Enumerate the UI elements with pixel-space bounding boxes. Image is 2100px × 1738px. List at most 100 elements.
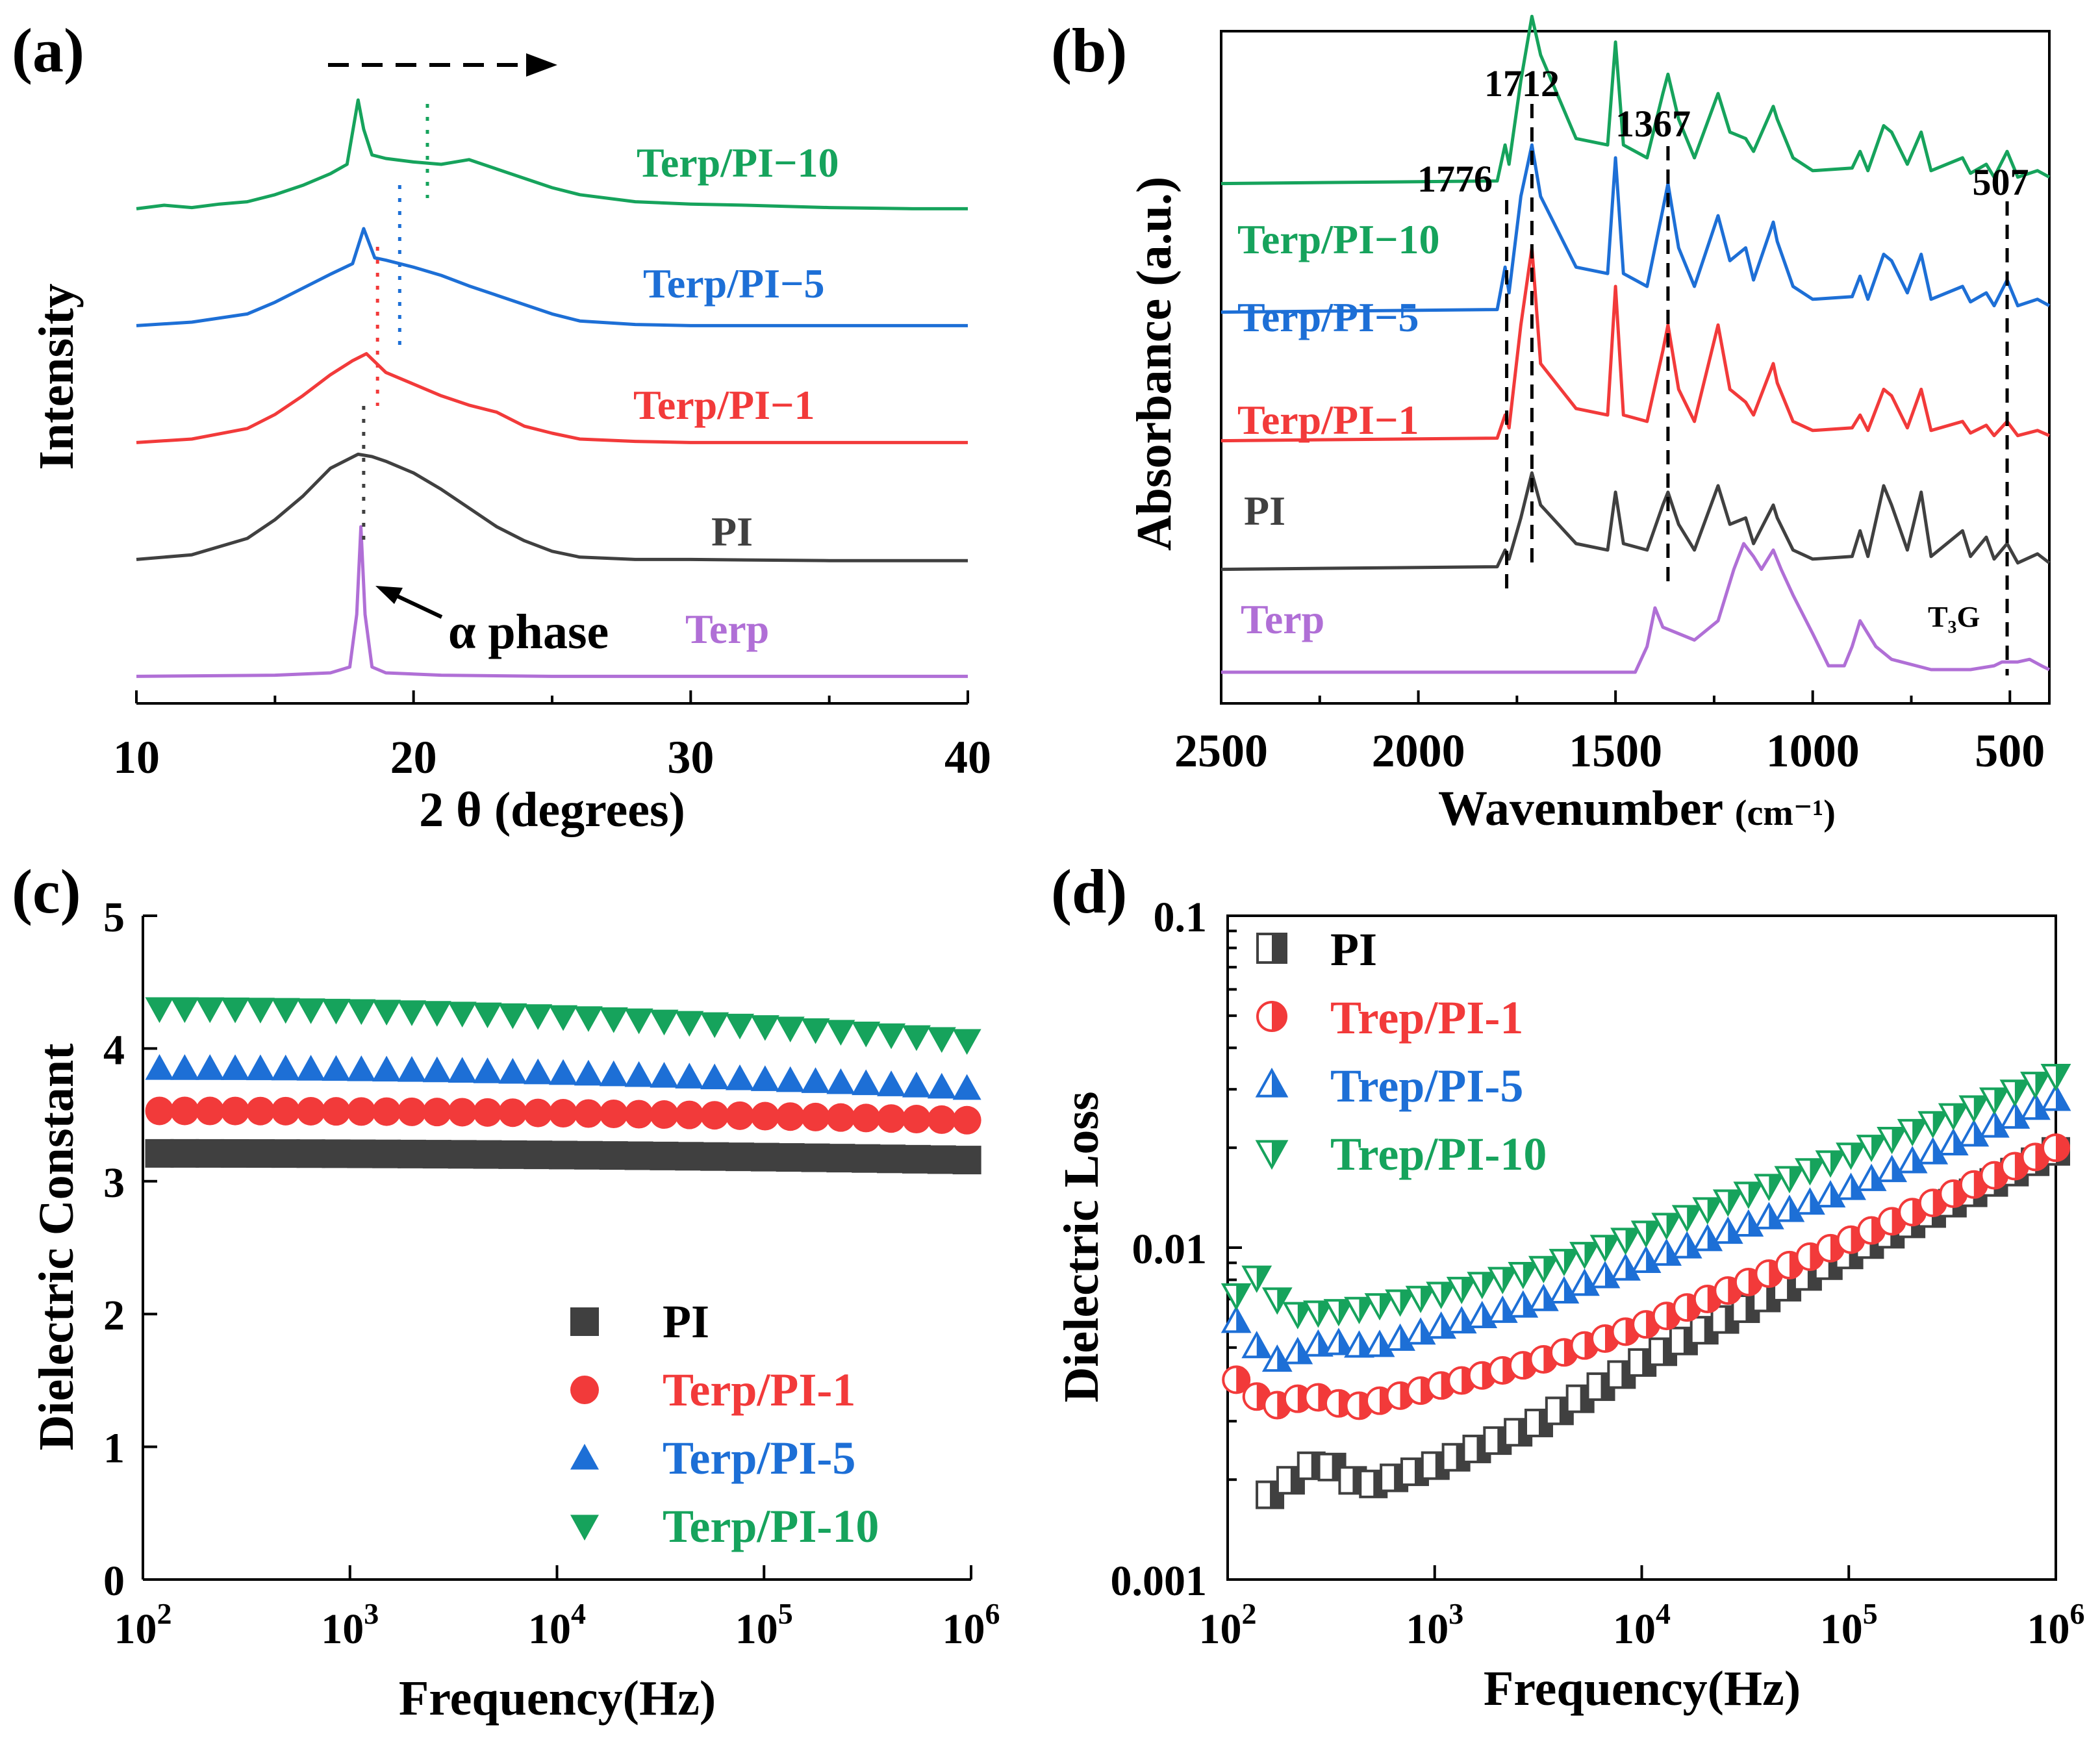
data-point-fill (1830, 1183, 1844, 1207)
data-point (498, 1140, 527, 1169)
legend-label-trep-pi-5: Trep/PI-5 (1330, 1060, 1523, 1112)
data-point (145, 1054, 174, 1080)
data-point-fill (1646, 1248, 1660, 1272)
legend-marker-trep-pi-5-fill (1272, 1070, 1286, 1096)
data-point (952, 1105, 981, 1135)
data-point-fill (1236, 1366, 1250, 1393)
data-point (675, 1142, 704, 1171)
data-point-fill (1789, 1197, 1803, 1221)
data-point (675, 1100, 704, 1129)
curve-terp-pi-5 (1221, 143, 2051, 314)
data-point-fill (2035, 1073, 2049, 1097)
data-point (473, 1098, 502, 1127)
panel-c-legend: PI Terp/PI-1 Terp/PI-5 Terp/PI-10 (570, 1296, 879, 1552)
series-terp-pi-1 (145, 1096, 981, 1135)
legend-label-terp-pi-5: Terp/PI-5 (663, 1432, 855, 1484)
legend-label-terp-pi-1: Terp/PI-1 (663, 1364, 855, 1416)
data-point-fill (1973, 1122, 1987, 1146)
legend-label-terp-pi-10: Terp/PI-10 (663, 1500, 879, 1552)
data-point (221, 1054, 250, 1080)
data-point-fill (1502, 1268, 1516, 1292)
data-point (650, 1100, 679, 1129)
data-point (397, 1056, 426, 1082)
data-point-fill (1338, 1330, 1352, 1354)
data-point-fill (1687, 1233, 1701, 1257)
data-point (271, 1054, 300, 1081)
series-pi (145, 1139, 981, 1175)
y-tick-label: 5 (103, 894, 125, 941)
data-point (877, 1144, 906, 1174)
data-point (599, 1007, 628, 1033)
data-point-fill (1871, 1136, 1885, 1160)
panel-b-y-label: Absorbance (a.u.) (1127, 177, 1182, 551)
data-point (624, 1061, 653, 1087)
series-label-pi: PI (711, 509, 753, 555)
data-point (448, 1057, 477, 1083)
data-point (826, 1144, 855, 1173)
series-terp-pi-10 (145, 997, 981, 1055)
panel-d-x-label: Frequency(Hz) (1484, 1661, 1801, 1716)
series-label-terp-pi-5: Terp/PI−5 (1237, 294, 1419, 340)
data-point (296, 1096, 325, 1126)
data-point-fill (1871, 1166, 1885, 1190)
panel-d-points (1221, 1064, 2071, 1509)
data-point (852, 1022, 881, 1048)
data-point-fill (1236, 1308, 1250, 1332)
data-point (422, 1001, 451, 1027)
panel-c-points (145, 997, 981, 1175)
panel-d-dielectric-loss: (d) 0.001 0.01 0.1 102 103 104 105 106 Frequenc… (1051, 857, 2085, 1716)
panel-c-x-label: Frequency(Hz) (399, 1671, 716, 1726)
data-point (347, 1055, 376, 1081)
curve-terp (1221, 542, 2051, 674)
data-point (498, 1057, 527, 1084)
data-point (145, 997, 174, 1024)
data-point (196, 997, 225, 1024)
panel-b-peak-labels: 1776 1712 1367 507 (1417, 62, 2029, 203)
data-point (852, 1103, 881, 1133)
data-point (296, 1139, 325, 1168)
data-point (675, 1063, 704, 1089)
x-tick-label: 20 (390, 731, 437, 783)
data-point (700, 1101, 729, 1130)
x-tick-label: 103 (321, 1597, 379, 1653)
data-point (524, 1058, 553, 1085)
panel-a-guides (362, 104, 429, 546)
data-point (725, 1142, 754, 1172)
data-point-fill (1666, 1214, 1680, 1238)
data-point (776, 1102, 805, 1131)
x-tick-label: 40 (944, 731, 991, 783)
data-point (498, 1098, 527, 1127)
data-point-fill (1584, 1243, 1598, 1267)
data-point-fill (1830, 1152, 1844, 1176)
data-point-fill (1523, 1263, 1536, 1287)
data-point (473, 1057, 502, 1083)
data-point (776, 1066, 805, 1092)
legend-marker-terp-pi-10 (570, 1515, 599, 1541)
t3g-label: T₃G (1928, 600, 1980, 633)
x-tick-label: 1500 (1569, 725, 1662, 777)
panel-b-guides (1505, 104, 2009, 675)
series-label-terp-pi-10: Terp/PI−10 (1237, 216, 1439, 262)
legend-marker-pi (570, 1307, 599, 1336)
data-point-fill (1400, 1326, 1413, 1350)
data-point (524, 1140, 553, 1170)
curve-terp (136, 525, 968, 678)
data-point (422, 1098, 451, 1127)
data-point (650, 1009, 679, 1036)
data-point-fill (1912, 1120, 1926, 1144)
curve-terp-pi-10 (1221, 14, 2051, 186)
data-point (574, 1140, 603, 1170)
data-point-fill (1543, 1257, 1557, 1281)
data-point (826, 1068, 855, 1094)
x-tick-label: 106 (2027, 1597, 2085, 1653)
panel-d-label: (d) (1051, 857, 1127, 926)
series-label-terp-pi-5: Terp/PI−5 (643, 260, 824, 307)
data-point (347, 999, 376, 1026)
data-point (271, 1096, 300, 1126)
data-point-fill (1666, 1241, 1680, 1265)
data-point-fill (2056, 1135, 2069, 1161)
data-point (473, 1002, 502, 1029)
data-point-fill (1605, 1263, 1619, 1287)
y-tick-label: 4 (103, 1026, 125, 1074)
data-point (574, 1059, 603, 1086)
